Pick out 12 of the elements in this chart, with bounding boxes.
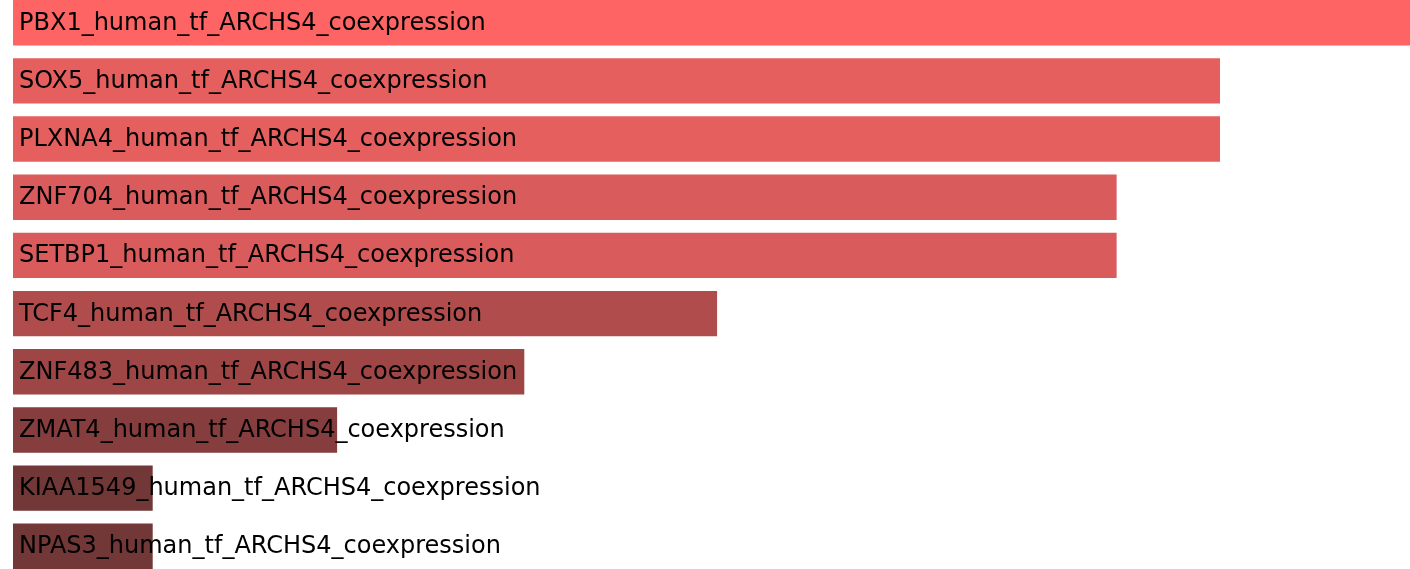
y-tick-label: PBX1_human_tf_ARCHS4_coexpression — [19, 7, 486, 36]
bar — [13, 58, 1221, 104]
bar — [13, 232, 1117, 279]
y-tick-label: SOX5_human_tf_ARCHS4_coexpression — [19, 65, 488, 94]
y-tick-label: SETBP1_human_tf_ARCHS4_coexpression — [19, 240, 515, 269]
bar — [13, 174, 1117, 220]
y-tick-label: ZNF483_human_tf_ARCHS4_coexpression — [19, 356, 518, 385]
y-tick-label: PLXNA4_human_tf_ARCHS4_coexpression — [19, 124, 518, 153]
bar — [13, 0, 1410, 46]
y-tick-label: ZNF704_human_tf_ARCHS4_coexpression — [19, 182, 518, 211]
bar — [13, 116, 1221, 162]
y-tick-label: TCF4_human_tf_ARCHS4_coexpression — [18, 298, 483, 327]
